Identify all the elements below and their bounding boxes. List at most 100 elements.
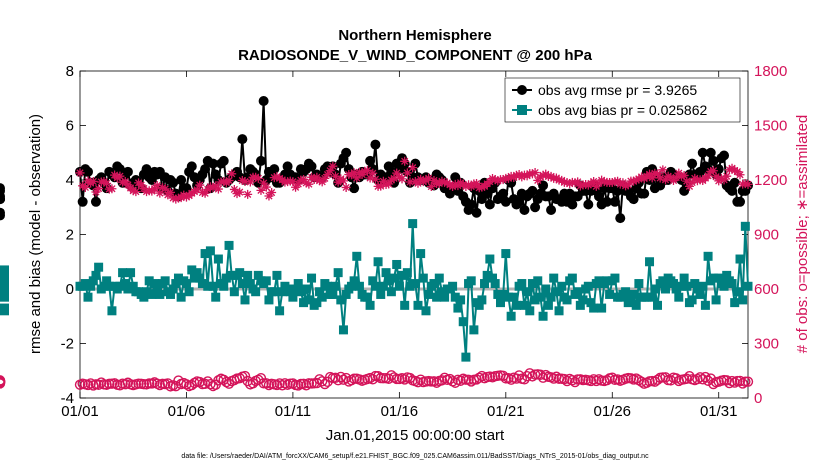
y-tick-label: 2 (66, 227, 74, 244)
obs-possible-point (585, 375, 597, 387)
bias-data-point (235, 268, 245, 278)
obs-assimilated-point (349, 168, 359, 178)
bias-data-point (195, 273, 205, 283)
obs-assimilated-point (75, 168, 85, 178)
rmse-data-point (90, 196, 101, 207)
obs-assimilated-point (477, 182, 487, 192)
obs-assimilated-point (128, 186, 138, 196)
rmse-data-point (500, 196, 511, 207)
obs-assimilated-point (88, 176, 98, 186)
bias-data-point (602, 276, 612, 286)
obs-assimilated-point (94, 184, 104, 194)
obs-assimilated-point (629, 176, 639, 186)
obs-possible-point (194, 376, 205, 388)
obs-assimilated-point (389, 173, 399, 183)
obs-assimilated-point (711, 172, 721, 182)
bias-data-point (700, 300, 710, 310)
bias-data-point (405, 281, 415, 291)
bias-data-point (181, 279, 191, 289)
bias-data-point (551, 287, 561, 297)
bias-data-point (727, 279, 737, 289)
rmse-data-point (306, 161, 317, 172)
obs-assimilated-point (684, 181, 694, 191)
obs-assimilated-point (240, 176, 250, 186)
obs-assimilated-point (498, 175, 508, 185)
obs-assimilated-point (583, 180, 593, 190)
obs-assimilated-point (687, 178, 697, 188)
bias-data-point (346, 281, 356, 291)
bias-data-point (91, 270, 101, 280)
obs-possible-point (463, 374, 474, 386)
obs-assimilated-point (724, 165, 734, 175)
x-tick-label: 01/01 (61, 403, 99, 420)
obs-possible-point (143, 378, 155, 389)
y-tick-label: 6 (66, 118, 74, 135)
obs-assimilated-point (682, 176, 692, 186)
y2-tick-label: 0 (754, 390, 762, 407)
rmse-data-point (735, 196, 746, 207)
bias-data-point (575, 300, 585, 310)
obs-assimilated-point (599, 177, 609, 187)
bias-data-point (139, 292, 149, 302)
obs-assimilated-point (107, 184, 117, 194)
obs-assimilated-point (323, 170, 333, 180)
obs-possible-point (474, 372, 485, 384)
bias-data-point (586, 298, 596, 308)
obs-assimilated-point (301, 178, 311, 188)
bias-data-point (676, 281, 686, 291)
rmse-data-point (258, 95, 269, 106)
y2-tick-label: 1200 (754, 172, 787, 189)
y2-axis-label: # of obs: o=possible; ∗=assimilated (794, 115, 811, 354)
bias-data-point (517, 279, 527, 289)
bias-data-point (493, 289, 503, 299)
obs-possible-point (391, 373, 402, 385)
obs-assimilated-point (655, 173, 665, 183)
obs-assimilated-point (511, 170, 521, 180)
obs-assimilated-point (663, 171, 673, 181)
obs-assimilated-point (615, 179, 625, 189)
bias-data-point (168, 284, 178, 294)
obs-assimilated-point (267, 188, 277, 198)
bias-data-point (541, 284, 551, 294)
legend-bias-marker (517, 105, 527, 115)
rmse-data-point (0, 207, 5, 218)
bias-data-point (682, 281, 692, 291)
bias-data-point (253, 270, 263, 280)
obs-assimilated-point (197, 188, 207, 198)
obs-possible-point (399, 374, 410, 385)
bias-data-point (0, 273, 9, 283)
obs-possible-point (567, 374, 578, 386)
obs-possible-point (93, 379, 104, 390)
bias-data-point (120, 279, 130, 289)
obs-assimilated-point (408, 163, 418, 173)
obs-assimilated-point (256, 185, 266, 195)
rmse-data-point (77, 196, 88, 207)
obs-assimilated-point (152, 180, 162, 190)
obs-possible-point (601, 374, 613, 386)
obs-assimilated-point (259, 178, 269, 188)
obs-possible-point (742, 376, 754, 387)
rmse-data-point (255, 155, 266, 166)
obs-possible-point (588, 374, 599, 385)
obs-assimilated-point (338, 176, 348, 186)
obs-assimilated-point (719, 175, 729, 185)
bias-data-point (424, 289, 434, 299)
bias-data-point (88, 276, 98, 286)
y2-tick-label: 600 (754, 281, 779, 298)
x-tick-label: 01/26 (593, 403, 631, 420)
bias-data-point (352, 251, 362, 261)
obs-possible-point (511, 373, 522, 384)
obs-assimilated-point (320, 173, 330, 183)
obs-possible-point (476, 370, 488, 382)
bias-data-point (184, 287, 194, 297)
obs-assimilated-point (676, 171, 686, 181)
bias-data-point (304, 295, 314, 305)
obs-assimilated-point (243, 189, 253, 199)
x-axis-label: Jan.01,2015 00:00:00 start (326, 427, 505, 444)
rmse-data-point (727, 185, 738, 196)
obs-possible-point (319, 378, 331, 390)
obs-possible-point (450, 377, 461, 388)
bias-data-point (208, 281, 218, 291)
obs-assimilated-point (607, 178, 617, 188)
obs-possible-point (636, 376, 647, 388)
